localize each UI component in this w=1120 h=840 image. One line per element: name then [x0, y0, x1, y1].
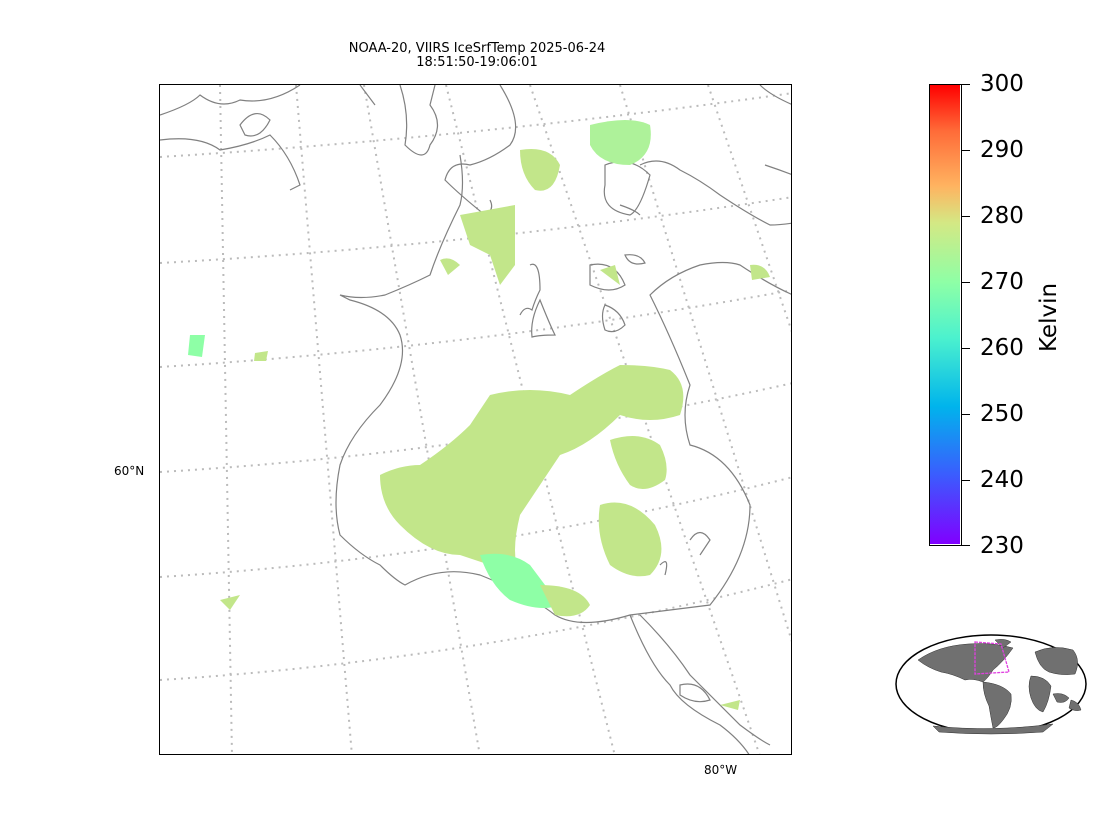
title-line-1: NOAA-20, VIIRS IceSrfTemp 2025-06-24	[348, 41, 606, 56]
inset-land	[917, 639, 1082, 735]
colorbar-tick-label: 300	[980, 71, 1024, 97]
longitude-label: 80°W	[704, 763, 738, 777]
coastlines	[160, 85, 791, 754]
colorbar-tick	[962, 414, 970, 415]
colorbar-tick-label: 280	[980, 203, 1024, 229]
colorbar-tick-label: 290	[980, 137, 1024, 163]
map-panel	[159, 84, 792, 755]
colorbar-tick	[962, 150, 970, 151]
colorbar-tick	[962, 545, 970, 546]
colorbar-tick-label: 240	[980, 467, 1024, 493]
title-line-2: 18:51:50-19:06:01	[416, 55, 538, 70]
world-locator-inset	[893, 632, 1089, 740]
colorbar-tick-label: 270	[980, 269, 1024, 295]
colorbar-tick	[962, 282, 970, 283]
colorbar-tick-label: 230	[980, 533, 1024, 559]
map-canvas	[160, 85, 791, 754]
colorbar-tick-label: 250	[980, 401, 1024, 427]
inset-map	[895, 634, 1087, 735]
colorbar-tick	[962, 84, 970, 85]
colorbar-tick	[962, 348, 970, 349]
colorbar-tick	[962, 216, 970, 217]
colorbar-tick-label: 260	[980, 335, 1024, 361]
ice-temperature-data	[188, 120, 770, 710]
colorbar-label: Kelvin	[1036, 282, 1062, 352]
graticule	[160, 85, 791, 754]
colorbar-tick	[962, 480, 970, 481]
map-title: NOAA-20, VIIRS IceSrfTemp 2025-06-24 18:…	[160, 42, 794, 70]
inset-region-box	[974, 641, 1010, 675]
latitude-label: 60°N	[114, 464, 145, 478]
colorbar	[929, 84, 962, 546]
colorbar-gradient	[930, 85, 960, 544]
